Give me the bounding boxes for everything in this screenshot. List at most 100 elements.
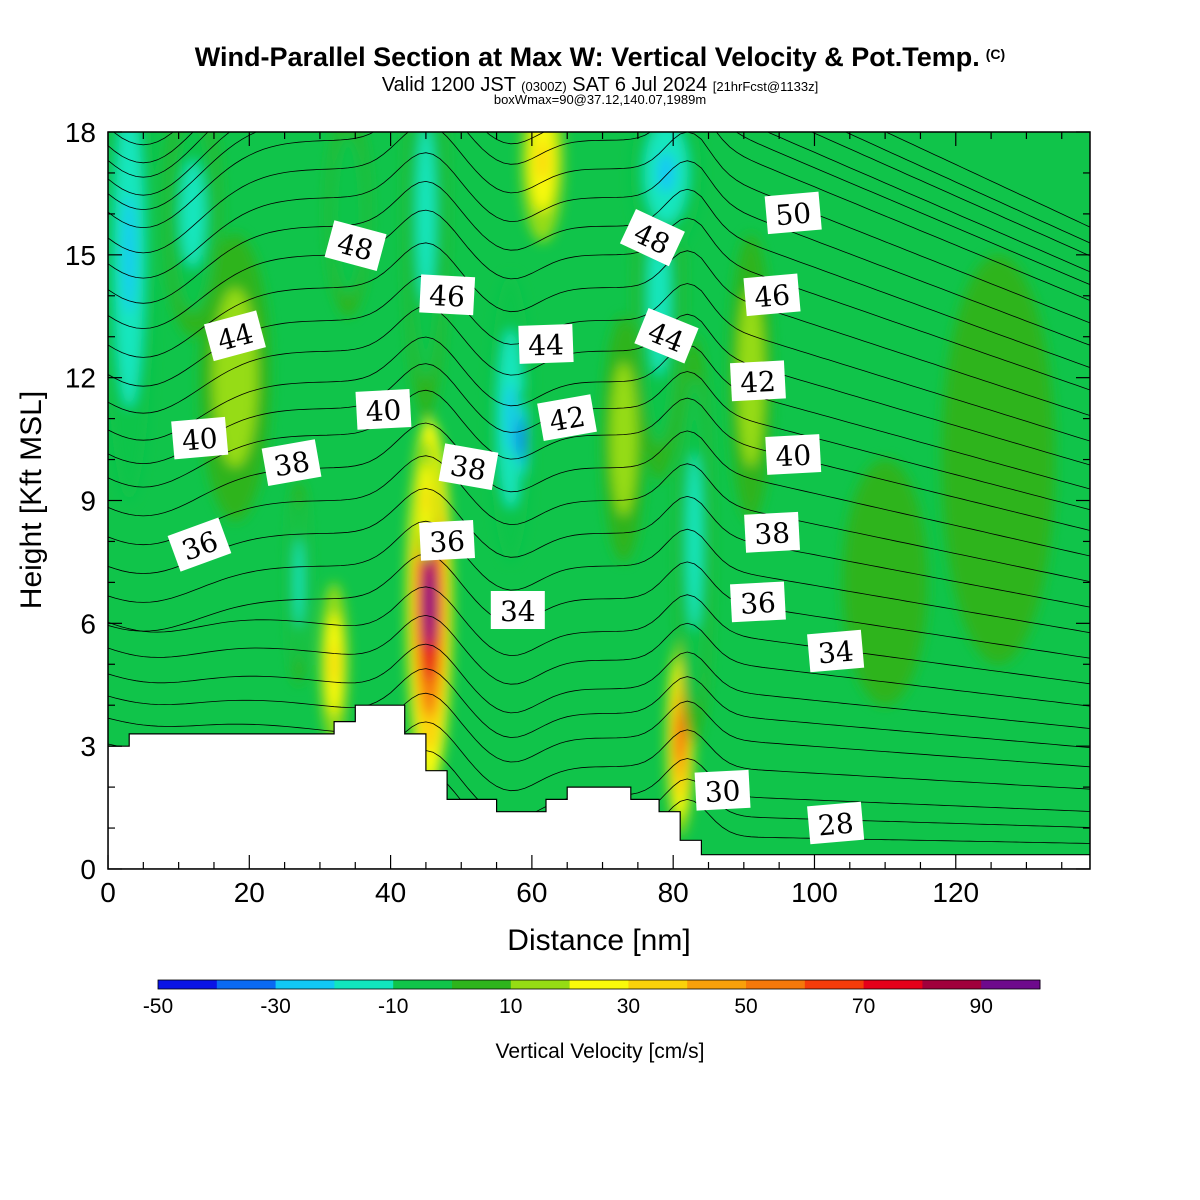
theta-contour-55 (108, 132, 1090, 257)
contour-label-text: 36 (739, 586, 776, 621)
theta-contour-43 (108, 363, 1090, 511)
contour-label-14: 38 (438, 443, 499, 491)
contour-label-box (729, 360, 786, 402)
contour-label-box (355, 389, 412, 430)
contour-label-text: 40 (365, 393, 402, 428)
x-axis: 0 20 40 60 80 100 120 (100, 132, 1063, 908)
w-feature-19-band-4 (296, 557, 302, 608)
theta-contour-35 (108, 614, 1090, 707)
y-tick-label: 18 (65, 117, 96, 148)
contour-label-text: 40 (181, 422, 219, 458)
theta-contour-45 (108, 305, 1090, 466)
contour-label-1: 48 (324, 220, 387, 271)
contour-label-10: 40 (355, 389, 412, 430)
colorbar-label: -30 (260, 995, 290, 1018)
contour-label-text: 46 (753, 278, 791, 314)
contour-label-9: 42 (537, 394, 597, 442)
contour-label-17: 36 (419, 520, 476, 561)
w-feature-1-band-4 (422, 485, 430, 516)
contour-label-box (171, 416, 229, 460)
terrain-profile (108, 704, 1090, 869)
theta-contour-57 (113, 132, 1090, 228)
chart-subtitle: Valid 1200 JST (0300Z) SAT 6 Jul 2024 [2… (0, 74, 1200, 97)
contour-label-8: 42 (729, 360, 786, 402)
contour-label-box (203, 310, 266, 362)
theta-contour-47 (108, 242, 1090, 416)
theta-contour-39 (108, 488, 1090, 608)
colorbar-swatch-4 (393, 980, 453, 989)
w-feature-16-band-4 (657, 152, 675, 194)
theta-contour-34 (108, 643, 1090, 729)
contour-label-box (537, 394, 597, 442)
w-feature-0-band-4 (423, 557, 435, 649)
w-feature-8-band-4 (984, 409, 1013, 510)
contour-label-text: 42 (739, 365, 776, 400)
contour-label-22: 28 (807, 801, 865, 845)
y-tick-label: 6 (80, 608, 96, 639)
box-info: boxWmax=90@37.12,140.07,1989m (493, 92, 707, 107)
contour-label-box (807, 629, 865, 673)
contour-label-text: 46 (428, 279, 465, 314)
contour-label-box (807, 801, 865, 845)
x-tick-label: 120 (932, 877, 979, 908)
valid-date: SAT 6 Jul 2024 (572, 74, 708, 96)
copyright-mark: (C) (985, 46, 1006, 62)
y-axis-title: Height [Kft MSL] (15, 391, 48, 609)
w-feature-12-band-4 (505, 383, 516, 454)
contour-label-12: 40 (765, 434, 822, 475)
w-feature-6-band-4 (618, 408, 629, 470)
w-feature-3-band-4 (676, 713, 684, 763)
contour-label-box (744, 511, 801, 553)
contour-label-box (743, 273, 801, 317)
y-tick-label: 15 (65, 240, 96, 271)
theta-contour-49 (108, 180, 1090, 368)
colorbar-label: 10 (499, 995, 522, 1018)
w-feature-2-band-4 (330, 644, 338, 685)
colorbar-swatch-10 (746, 980, 806, 989)
contour-label-0: 50 (764, 191, 822, 235)
contour-label-box (764, 191, 822, 235)
theta-contour-37 (108, 553, 1090, 659)
y-tick-label: 12 (65, 363, 96, 394)
y-tick-label: 3 (80, 731, 96, 762)
colorbar-label: -10 (378, 995, 408, 1018)
chart-title-text: Wind-Parallel Section at Max W: Vertical… (194, 42, 980, 72)
colorbar-swatch-9 (687, 980, 747, 989)
contour-label-4: 46 (743, 273, 801, 317)
w-feature-15-band-4 (690, 491, 699, 592)
theta-contour-36 (108, 586, 1090, 685)
theta-contour-54 (108, 132, 1090, 273)
x-tick-label: 80 (658, 877, 689, 908)
theta-contour-44 (108, 336, 1090, 490)
colorbar-swatch-12 (863, 980, 923, 989)
theta-contour-56 (108, 132, 1090, 244)
colorbar-swatch-7 (569, 980, 629, 989)
contour-label-box (694, 769, 751, 811)
theta-contour-33 (108, 668, 1090, 748)
contour-label-box (324, 220, 387, 271)
contour-label-text: 44 (528, 328, 565, 362)
colorbar-swatch-5 (452, 980, 512, 989)
contour-label-box (419, 520, 476, 561)
contour-label-11: 40 (171, 416, 229, 460)
contour-label-text: 34 (500, 595, 536, 628)
colorbar-label: 50 (734, 995, 757, 1018)
contour-label-text: 42 (547, 400, 588, 439)
w-feature-11-band-4 (185, 183, 200, 245)
w-feature-13-band-4 (519, 427, 524, 452)
colorbar: -50 -30 -10 10 30 50 70 90 (143, 979, 1041, 1018)
colorbar-swatch-6 (510, 980, 571, 989)
theta-contour-51 (108, 132, 1090, 324)
colorbar-label: -50 (143, 995, 173, 1018)
colorbar-swatch-3 (334, 980, 394, 989)
colorbar-label: 30 (617, 995, 640, 1018)
chart-title: Wind-Parallel Section at Max W: Vertical… (0, 42, 1200, 73)
contour-label-text: 36 (428, 524, 465, 559)
valid-utc: (0300Z) (521, 79, 567, 94)
contour-label-text: 28 (817, 807, 855, 843)
theta-contour-53 (108, 132, 1090, 285)
theta-contour-48 (108, 209, 1090, 391)
colorbar-swatch-8 (628, 980, 688, 989)
